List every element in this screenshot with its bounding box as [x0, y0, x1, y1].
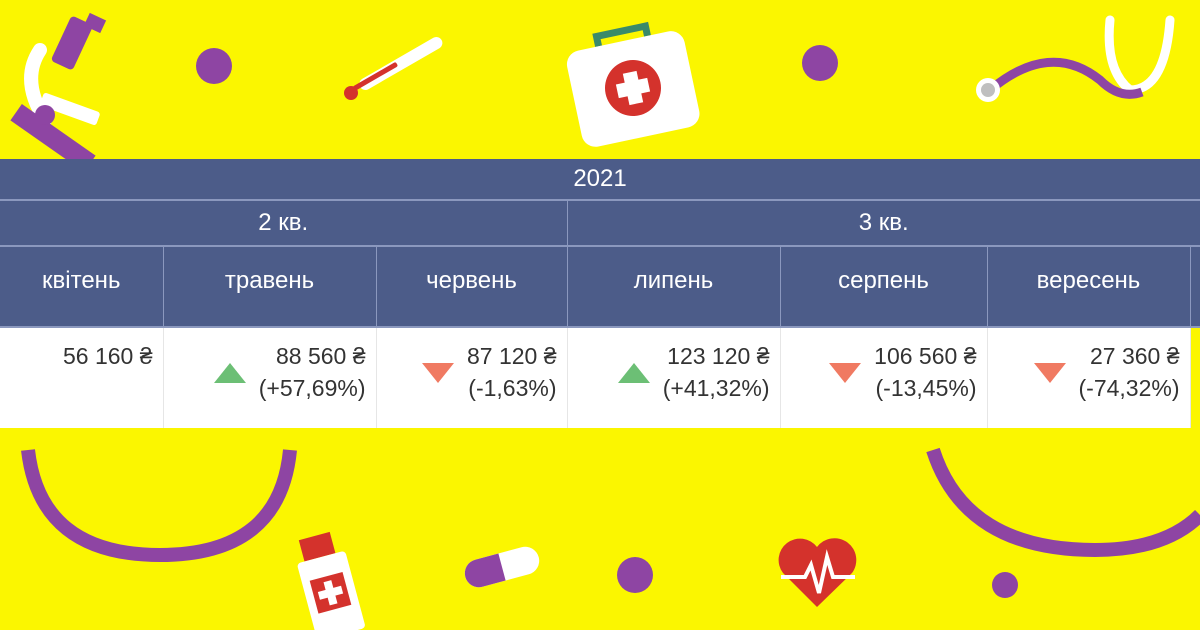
cell-value: 106 560 ₴: [874, 343, 977, 369]
quarter-header-q2[interactable]: 2 кв.: [0, 200, 568, 247]
sales-pivot-table: 2021 2 кв. 3 кв. квітень травень червень…: [0, 159, 1200, 428]
microscope-icon: [10, 12, 107, 160]
cell-value: 123 120 ₴: [667, 343, 770, 369]
value-cell[interactable]: 27 360 ₴ (-74,32%): [987, 327, 1191, 428]
month-header-september[interactable]: вересень: [987, 246, 1191, 328]
value-cell[interactable]: 88 560 ₴ (+57,69%): [163, 327, 377, 428]
trend-up-icon: [213, 363, 246, 383]
thermometer-icon: [344, 37, 443, 100]
cell-change: (+57,69%): [258, 375, 366, 401]
decor-dot: [617, 557, 653, 593]
cell-value: 88 560 ₴: [275, 343, 366, 369]
trend-down-icon: [1033, 363, 1066, 383]
value-cell[interactable]: 123 120 ₴ (+41,32%): [567, 327, 781, 428]
trend-down-icon: [829, 363, 862, 383]
cell-value: 56 160 ₴: [62, 343, 153, 369]
row-spacer: [1190, 327, 1200, 428]
first-aid-kit-icon: [566, 21, 700, 147]
decor-dot: [992, 572, 1018, 598]
decor-dot: [802, 45, 838, 81]
purple-arc: [21, 449, 297, 563]
trend-up-icon: [617, 363, 650, 383]
cell-value: 27 360 ₴: [1089, 343, 1180, 369]
capsule-icon: [464, 546, 540, 588]
value-cell[interactable]: 106 560 ₴ (-13,45%): [780, 327, 988, 428]
pill-bottle-icon: [297, 531, 365, 630]
cell-value: 87 120 ₴: [466, 343, 557, 369]
value-cell[interactable]: 56 160 ₴: [0, 327, 164, 428]
month-header-june[interactable]: червень: [376, 246, 568, 328]
month-header-august[interactable]: серпень: [780, 246, 988, 328]
purple-arc: [926, 447, 1200, 558]
quarter-header-q3[interactable]: 3 кв.: [567, 200, 1200, 247]
year-header[interactable]: 2021: [0, 159, 1200, 201]
month-header-april[interactable]: квітень: [0, 246, 164, 328]
cell-change: (-13,45%): [875, 375, 977, 401]
month-header-july[interactable]: липень: [567, 246, 781, 328]
cell-change: (-1,63%): [468, 375, 557, 401]
stethoscope-icon: [976, 15, 1175, 102]
value-cell[interactable]: 87 120 ₴ (-1,63%): [376, 327, 568, 428]
decor-dot: [196, 48, 232, 84]
header-spacer: [1190, 246, 1200, 328]
cell-change: (-74,32%): [1078, 375, 1180, 401]
heartbeat-icon: [778, 538, 857, 607]
month-header-may[interactable]: травень: [163, 246, 377, 328]
trend-down-icon: [421, 363, 454, 383]
cell-change: (+41,32%): [662, 375, 770, 401]
